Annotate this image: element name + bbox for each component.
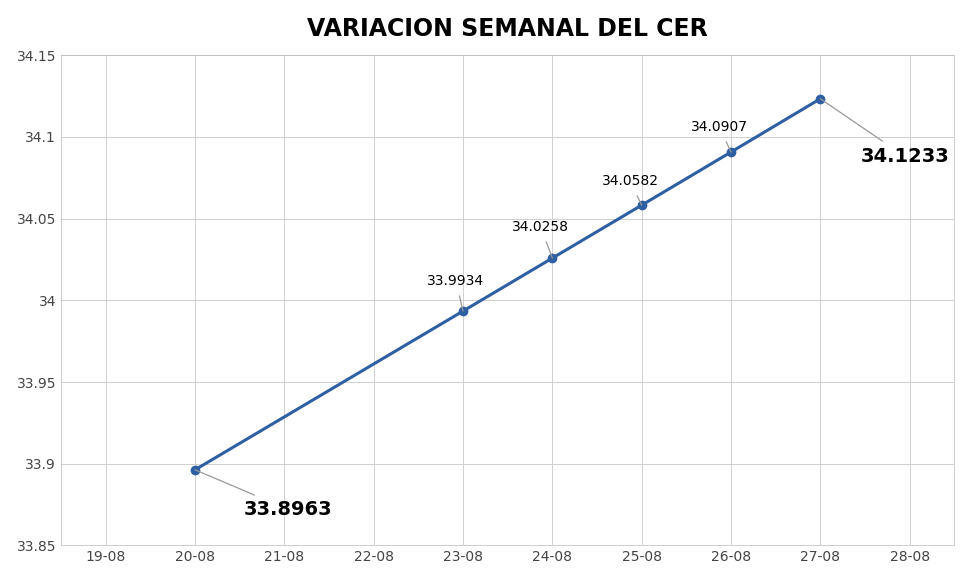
Text: 34.1233: 34.1233 (820, 99, 950, 166)
Text: 34.0258: 34.0258 (513, 220, 569, 258)
Text: 33.9934: 33.9934 (427, 274, 484, 311)
Text: 34.0582: 34.0582 (602, 174, 659, 205)
Title: VARIACION SEMANAL DEL CER: VARIACION SEMANAL DEL CER (308, 17, 709, 41)
Text: 34.0907: 34.0907 (691, 120, 748, 152)
Text: 33.8963: 33.8963 (195, 470, 333, 519)
